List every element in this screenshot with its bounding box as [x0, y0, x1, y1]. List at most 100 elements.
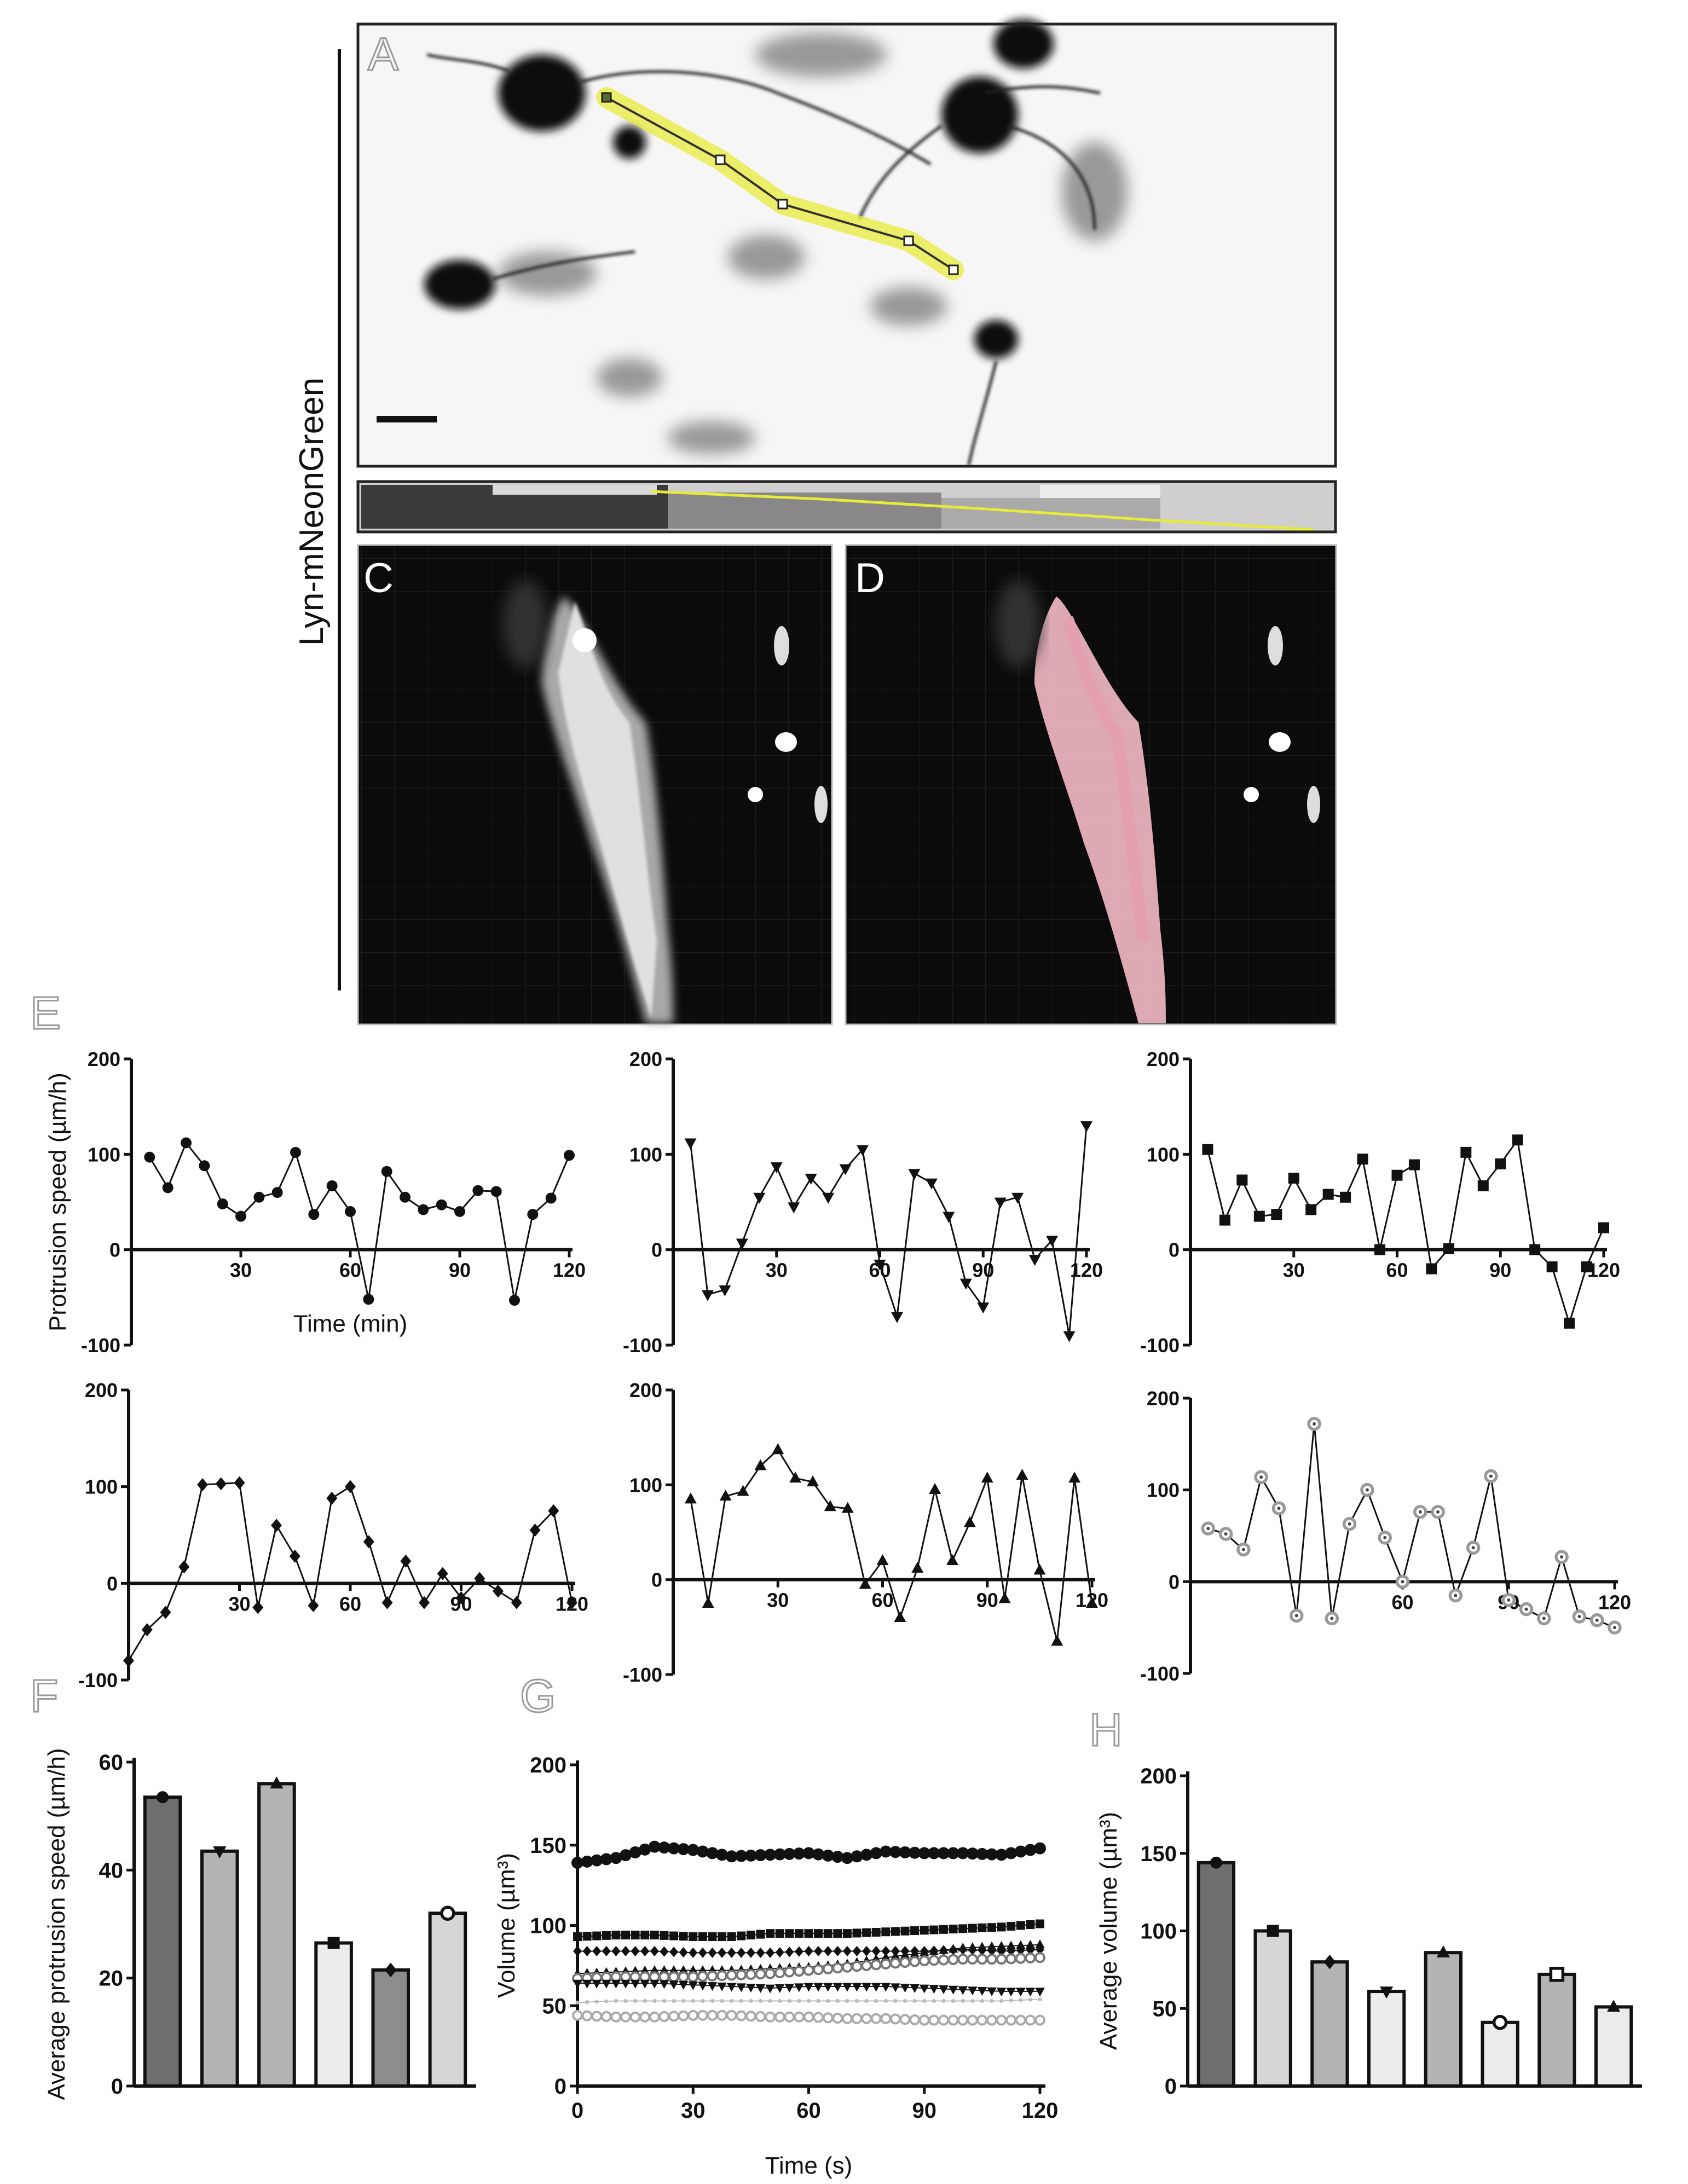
- data-point: [1512, 1134, 1523, 1146]
- data-point: [1025, 1988, 1036, 1997]
- data-point: [602, 1931, 611, 1940]
- data-point: [548, 1504, 559, 1517]
- data-point: [948, 1944, 958, 1953]
- y-tick-label: 100: [85, 1476, 118, 1498]
- data-point: [746, 1984, 756, 1993]
- data-point: [707, 1982, 718, 1991]
- data-point: [985, 1848, 998, 1861]
- data-point: [527, 1209, 539, 1220]
- data-point: [996, 1941, 1007, 1950]
- data-point: [652, 1998, 657, 2003]
- data-point: [947, 2014, 959, 2026]
- data-point: [581, 1855, 593, 1868]
- data-point-center: [1383, 1536, 1387, 1539]
- volume-series: [572, 2009, 1045, 2026]
- bar: [371, 1968, 411, 2088]
- data-point: [707, 1970, 718, 1982]
- data-point: [698, 1932, 707, 1942]
- data-point: [708, 1932, 717, 1942]
- data-point: [1340, 1191, 1351, 1203]
- data-point: [1034, 2014, 1045, 2026]
- panel-letter-c: C: [363, 555, 394, 601]
- data-point: [994, 1197, 1007, 1209]
- x-tick-label: 90: [976, 1589, 998, 1612]
- data-point: [1426, 1263, 1437, 1275]
- data-point: [668, 2011, 680, 2022]
- data-point: [271, 1187, 283, 1198]
- data-point: [996, 1954, 1007, 1965]
- series-line: [149, 1141, 570, 1301]
- x-tick-label: 30: [230, 1259, 252, 1282]
- data-point: [1025, 1939, 1036, 1949]
- data-point: [600, 1853, 612, 1866]
- data-point: [687, 1844, 700, 1856]
- y-tick-label: 200: [629, 1379, 662, 1401]
- data-point: [726, 2009, 737, 2021]
- data-point: [629, 2011, 641, 2023]
- data-point: [1036, 1919, 1044, 1928]
- bar: [1594, 2005, 1633, 2088]
- data-point: [803, 1965, 814, 1976]
- chart-e3-protrusion-speed: -100 0 100 200 30 60 90 120: [1140, 1048, 1620, 1357]
- data-point: [1357, 1154, 1368, 1165]
- x-tick-label: 30: [228, 1592, 250, 1615]
- data-point: [797, 1998, 801, 2003]
- data-point: [986, 2014, 997, 2026]
- data-point: [253, 1191, 265, 1203]
- bar-mean-marker: [1267, 1925, 1279, 1937]
- data-point: [582, 1945, 592, 1957]
- data-point: [793, 2011, 805, 2023]
- bar-mean-marker: [157, 1791, 169, 1804]
- y-tick-label: 200: [1147, 1387, 1180, 1410]
- data-point: [976, 1847, 988, 1860]
- data-point: [610, 1852, 622, 1864]
- data-point: [1202, 1144, 1213, 1155]
- y-tick-label: 0: [651, 1569, 662, 1591]
- data-point: [966, 1847, 979, 1860]
- data-point: [814, 1945, 823, 1957]
- data-point: [1408, 1159, 1420, 1171]
- data-point: [755, 1984, 766, 1993]
- series-line: [690, 1448, 1093, 1642]
- data-point: [978, 1923, 987, 1932]
- data-point: [345, 1480, 356, 1493]
- x-tick-label: 60: [796, 2099, 821, 2123]
- data-point: [669, 1931, 679, 1940]
- data-point: [716, 1970, 728, 1982]
- data-point-center: [1313, 1422, 1316, 1426]
- data-point: [144, 1151, 155, 1163]
- volume-series: [571, 1840, 1046, 1869]
- data-point: [919, 1984, 929, 1994]
- data-point: [881, 1927, 891, 1937]
- data-point: [784, 2011, 795, 2023]
- data-point: [669, 1980, 679, 1990]
- data-point: [1034, 1952, 1045, 1963]
- data-point: [900, 1950, 910, 1959]
- data-point: [718, 1947, 727, 1958]
- data-point: [308, 1209, 320, 1220]
- series-line: [689, 1125, 1088, 1336]
- data-point: [958, 1986, 968, 1995]
- bar-mean-marker: [327, 1937, 340, 1949]
- data-point: [658, 1971, 670, 1983]
- data-point: [768, 1998, 772, 2003]
- x-tick-label: 120: [1587, 1259, 1620, 1282]
- data-point: [826, 1998, 830, 2003]
- data-point: [162, 1182, 174, 1194]
- data-point: [812, 1848, 825, 1861]
- y-tick-label: 100: [629, 1474, 662, 1496]
- data-point: [929, 1946, 939, 1955]
- data-point: [611, 1945, 621, 1957]
- data-point: [592, 1931, 602, 1940]
- data-point: [573, 1932, 582, 1942]
- data-point: [141, 1623, 153, 1637]
- data-point: [640, 1945, 650, 1957]
- data-point: [947, 1847, 959, 1859]
- y-tick-label: 200: [85, 1379, 118, 1401]
- data-point: [805, 1173, 817, 1185]
- x-tick-label: 30: [681, 2099, 706, 2123]
- data-point: [823, 1929, 833, 1938]
- bar-mean-marker: [1492, 2015, 1508, 2030]
- data-point: [920, 1926, 929, 1935]
- panel-letter-f: F: [30, 1670, 58, 1722]
